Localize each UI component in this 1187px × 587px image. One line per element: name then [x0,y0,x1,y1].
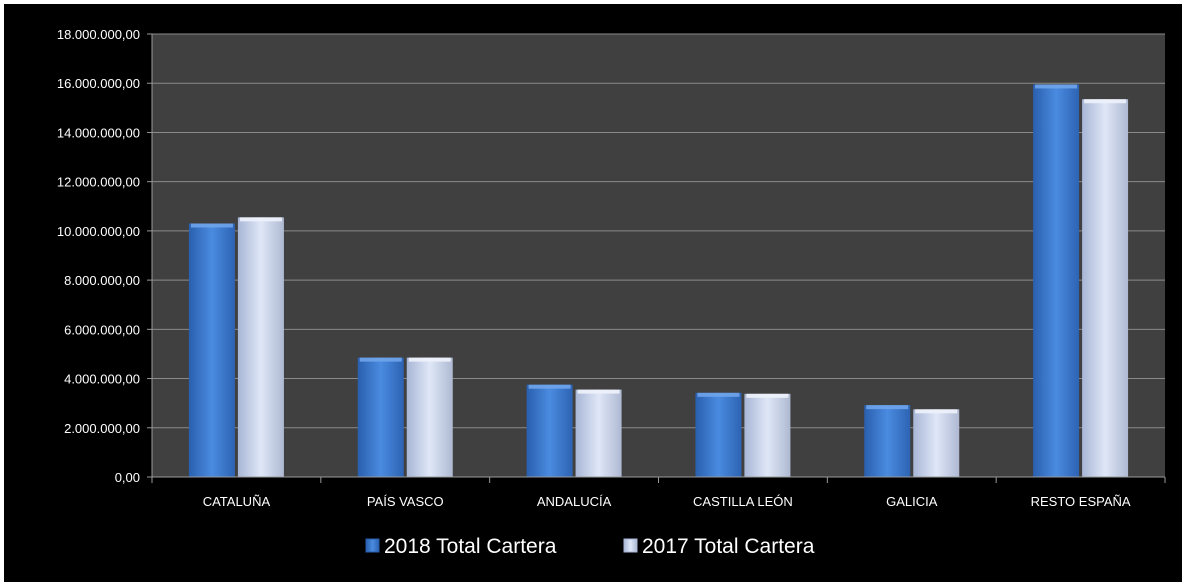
y-tick-label: 6.000.000,00 [64,322,140,337]
bar-chart: 0,00 2.000.000,00 4.000.000,00 6.000.000,00… [57,27,1166,558]
legend-label-2018: 2018 Total Cartera [384,535,557,558]
y-tick-label: 12.000.000,00 [57,175,140,190]
y-tick-label: 8.000.000,00 [64,273,140,288]
bar-2017-1 [237,217,284,477]
bar-2018-2 [357,357,404,477]
x-tick-label: RESTO ESPAÑA [1031,494,1131,509]
chart-container: 0,00 2.000.000,00 4.000.000,00 6.000.000,00… [4,4,1182,582]
bar-top-highlight [915,409,958,414]
y-tick-label: 2.000.000,00 [64,421,140,436]
bar-top-highlight [1084,99,1127,104]
bar-top-highlight [359,357,402,362]
x-tick-label: PAÍS VASCO [367,494,444,509]
bar-2018-5 [864,405,911,477]
bar-top-highlight [866,405,909,410]
x-axis: CATALUÑA PAÍS VASCO ANDALUCÍA CASTILLA LEÓN… [151,476,1166,509]
bar-top-highlight [239,217,282,222]
bar-2017-4 [744,393,791,477]
bar-top-highlight [528,384,571,389]
y-axis-ticks: 0,00 2.000.000,00 4.000.000,00 6.000.000,00… [57,27,153,485]
legend-label-2017: 2017 Total Cartera [642,535,815,558]
bar-top-highlight [1035,84,1078,89]
plot-area [152,34,1165,477]
gridlines [152,33,1165,429]
bar-2018-1 [188,223,235,477]
y-tick-label: 16.000.000,00 [57,76,140,91]
bars [188,84,1129,478]
bar-top-highlight [190,223,233,228]
y-tick-label: 10.000.000,00 [57,224,140,239]
bar-top-highlight [577,389,620,394]
bar-2018-4 [695,392,742,477]
bar-2017-3 [575,389,622,477]
y-tick-label: 18.000.000,00 [57,27,140,42]
legend: 2018 Total Cartera 2017 Total Cartera [365,535,815,558]
bar-top-highlight [746,393,789,398]
bar-top-highlight [697,392,740,397]
bar-top-highlight [408,357,451,362]
y-tick-label: 14.000.000,00 [57,125,140,140]
x-tick-label: CASTILLA LEÓN [693,494,793,509]
legend-swatch-2018 [365,538,380,553]
legend-swatch-2017 [623,538,638,553]
bar-2017-6 [1082,99,1129,477]
x-tick-label: GALICIA [886,494,938,509]
bar-2018-6 [1033,84,1080,478]
x-tick-label: ANDALUCÍA [537,494,612,509]
y-tick-label: 0,00 [115,470,140,485]
y-tick-label: 4.000.000,00 [64,372,140,387]
bar-2017-5 [913,409,960,477]
x-tick-label: CATALUÑA [203,494,271,509]
bar-2018-3 [526,384,573,477]
bar-2017-2 [406,357,453,477]
